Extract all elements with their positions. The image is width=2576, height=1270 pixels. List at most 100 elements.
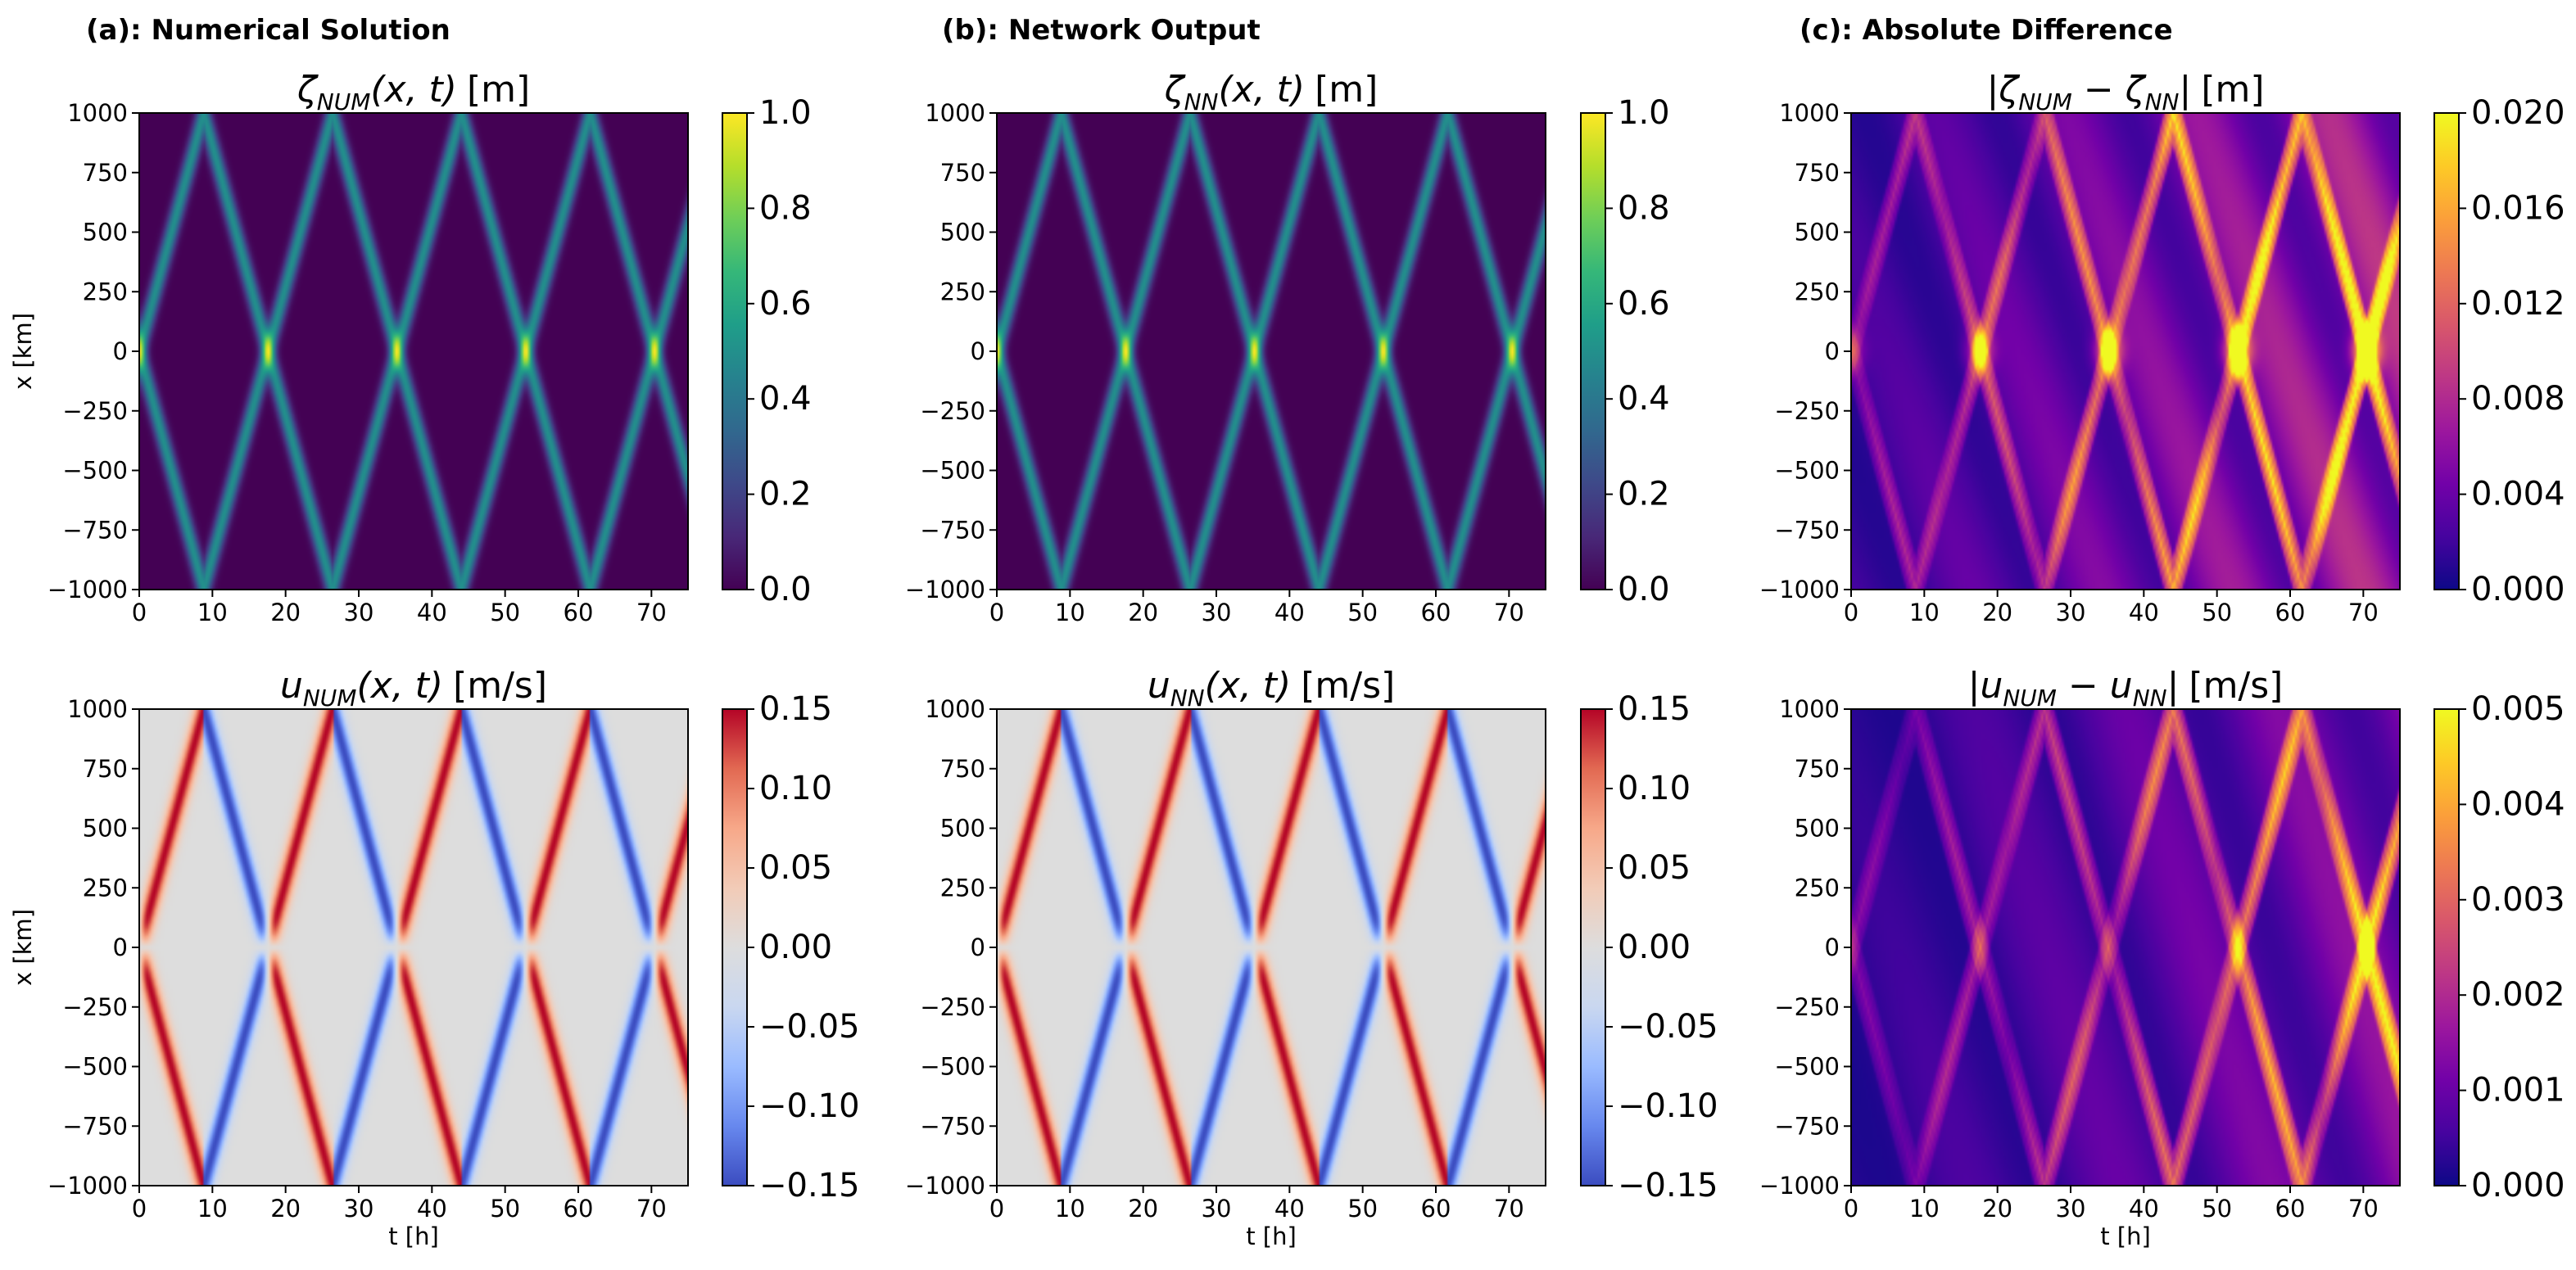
colorbar-tick-label: 0.2	[1618, 476, 1670, 513]
x-tick-label: 70	[1494, 599, 1524, 626]
colorbar	[1580, 112, 1606, 590]
title-arguments: (x, t)	[356, 665, 443, 707]
x-tick-label: 20	[1982, 599, 2012, 626]
x-tick-label: 60	[564, 599, 594, 626]
x-tick-label: 20	[1128, 599, 1158, 626]
colorbar-tick-label: 0.8	[759, 189, 812, 227]
y-tick-label: 250	[1795, 278, 1840, 305]
colorbar-tick-label: −0.15	[1618, 1167, 1718, 1204]
y-tick-label: −750	[62, 516, 128, 544]
title-subscript: NUM	[317, 88, 371, 115]
colorbar-tick-label: −0.15	[759, 1167, 860, 1204]
x-tick-label: 0	[989, 599, 1004, 626]
title-arguments: − ζ	[2072, 69, 2147, 111]
colorbar-tick-label: 1.0	[759, 94, 812, 132]
y-tick-label: −250	[62, 993, 128, 1021]
heatmap-image	[997, 113, 1546, 590]
x-tick-label: 30	[1202, 599, 1232, 626]
title-subscript-2: NN	[2133, 685, 2167, 712]
y-tick-label: −500	[1774, 1053, 1840, 1081]
colorbar-tick-label: 0.6	[1618, 285, 1670, 323]
y-tick-label: −750	[920, 1112, 985, 1140]
y-tick-label: 500	[940, 219, 985, 246]
title-symbol: |ζ	[1986, 69, 2020, 111]
x-tick-label: 30	[344, 1195, 374, 1223]
y-tick-label: −1000	[1759, 576, 1840, 603]
x-tick-label: 40	[1274, 599, 1305, 626]
y-axis-label: x [km]	[9, 313, 37, 390]
panel-title: |uNUM − uNN| [m/s]	[1968, 665, 2284, 712]
colorbar-tick-label: 0.8	[1618, 189, 1670, 227]
x-tick-label: 50	[2202, 1195, 2232, 1223]
title-unit: [m]	[1315, 69, 1378, 111]
panel-title: ζNN(x, t) [m]	[1164, 69, 1379, 115]
title-arguments: (x, t)	[1219, 69, 1306, 111]
colorbar-tick-label: 0.05	[1618, 849, 1691, 887]
y-tick-label: −1000	[48, 1172, 128, 1200]
y-tick-label: −500	[920, 457, 985, 485]
colorbar-tick-label: 0.10	[759, 770, 832, 807]
y-tick-label: −1000	[905, 576, 985, 603]
colorbar-tick-label: 0.05	[759, 849, 832, 887]
panel-a-bottom: uNUM(x, t) [m/s] 0 10 20 30 40 50 60 70 1000 750 500…	[9, 665, 860, 1250]
panel-c-bottom: |uNUM − uNN| [m/s] 0 10 20 30 40 50 60 70 1000 750 5…	[1759, 665, 2565, 1250]
x-tick-label: 30	[1202, 1195, 1232, 1223]
x-axis-label: t [h]	[1246, 1223, 1297, 1250]
x-tick-label: 30	[344, 599, 374, 626]
y-tick-label: 250	[83, 278, 128, 305]
x-tick-label: 60	[2275, 599, 2306, 626]
title-end: |	[2180, 69, 2192, 111]
colorbar-tick-label: 0.000	[2471, 571, 2565, 608]
y-tick-label: 750	[1795, 159, 1840, 187]
title-unit: [m/s]	[453, 665, 547, 707]
colorbar-tick-label: 0.012	[2471, 285, 2565, 323]
colorbar	[2433, 112, 2460, 590]
x-tick-label: 30	[2056, 1195, 2086, 1223]
title-subscript: NUM	[2018, 88, 2072, 115]
colorbar	[722, 708, 748, 1186]
x-tick-label: 50	[1347, 599, 1378, 626]
colorbar-tick-label: 0.004	[2471, 476, 2565, 513]
title-arguments: − u	[2057, 665, 2133, 707]
x-tick-label: 40	[417, 599, 447, 626]
x-tick-label: 0	[132, 599, 147, 626]
colorbar-tick-label: 1.0	[1618, 94, 1670, 132]
heatmap-image	[139, 113, 688, 590]
y-tick-label: 1000	[1779, 695, 1840, 723]
colorbar-tick-label: 0.000	[2471, 1167, 2565, 1204]
x-tick-label: 70	[1494, 1195, 1524, 1223]
colorbar-tick-label: −0.05	[1618, 1008, 1718, 1046]
x-tick-label: 10	[1055, 1195, 1085, 1223]
title-subscript: NUM	[303, 685, 357, 712]
x-tick-label: 60	[1421, 1195, 1451, 1223]
y-tick-label: −750	[1774, 1112, 1840, 1140]
x-tick-label: 0	[1844, 1195, 1858, 1223]
y-tick-label: 0	[971, 337, 985, 365]
y-tick-label: −750	[1774, 516, 1840, 544]
y-tick-label: 750	[1795, 755, 1840, 783]
y-tick-label: 0	[971, 933, 985, 961]
y-tick-label: 500	[1795, 219, 1840, 246]
y-tick-label: 750	[83, 755, 128, 783]
panel-a-top: ζNUM(x, t) [m] 0 10 20 30 40 50 60 70 1000 750 500 25…	[9, 69, 812, 626]
colorbar-tick-label: 0.002	[2471, 976, 2565, 1014]
x-tick-label: 20	[270, 599, 301, 626]
y-tick-label: −250	[920, 397, 985, 425]
y-tick-label: −1000	[1759, 1172, 1840, 1200]
colorbar-tick-label: 0.0	[759, 571, 812, 608]
column-title-c: (c): Absolute Difference	[1800, 14, 2173, 47]
colorbar-tick-label: −0.10	[759, 1087, 860, 1125]
title-end: |	[2167, 665, 2180, 707]
x-tick-label: 0	[989, 1195, 1004, 1223]
x-tick-label: 30	[2056, 599, 2086, 626]
x-tick-label: 10	[1909, 1195, 1940, 1223]
title-arguments: (x, t)	[370, 69, 457, 111]
y-tick-label: −1000	[48, 576, 128, 603]
panel-title: ζNUM(x, t) [m]	[297, 69, 530, 115]
x-tick-label: 40	[1274, 1195, 1305, 1223]
panel-b-bottom: uNN(x, t) [m/s] 0 10 20 30 40 50 60 70 1000 750 500 2…	[905, 665, 1718, 1250]
y-tick-label: −750	[62, 1112, 128, 1140]
x-tick-label: 10	[1909, 599, 1940, 626]
y-tick-label: 750	[940, 159, 985, 187]
title-subscript: NUM	[2003, 685, 2057, 712]
